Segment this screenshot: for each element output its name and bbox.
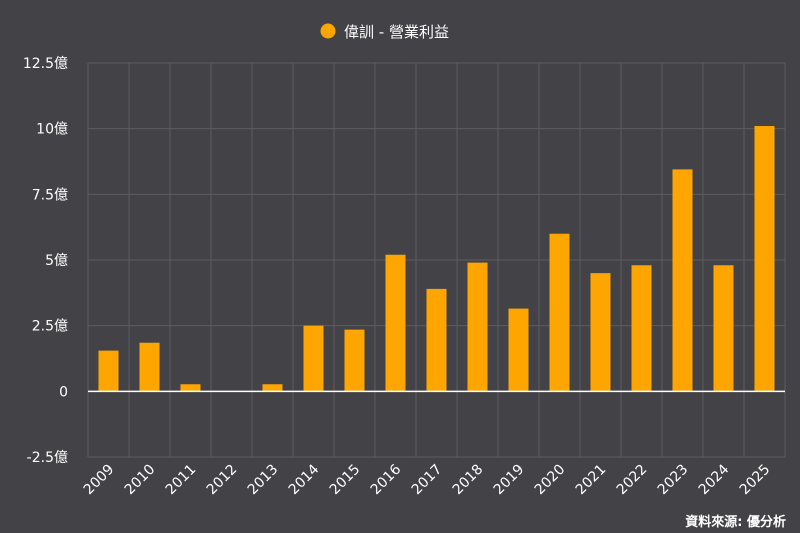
bar-2020[interactable]: [549, 233, 570, 392]
x-tick-label: 2024: [696, 461, 733, 498]
x-tick-label: 2011: [163, 462, 200, 499]
bar-2013[interactable]: [262, 384, 283, 392]
x-tick-label: 2012: [204, 462, 241, 499]
bar-2024[interactable]: [713, 265, 734, 392]
y-tick-label: -2.5億: [27, 450, 68, 466]
bar-2009[interactable]: [98, 350, 119, 392]
legend: 偉訓 - 營業利益: [320, 23, 449, 41]
bar-2023[interactable]: [672, 169, 693, 392]
y-tick-label: 10億: [36, 122, 68, 138]
x-tick-label: 2014: [286, 461, 323, 498]
bar-2021[interactable]: [590, 273, 611, 392]
y-tick-label: 12.5億: [23, 56, 68, 72]
y-tick-label: 2.5億: [32, 319, 68, 335]
bar-2025[interactable]: [754, 126, 775, 392]
x-tick-label: 2025: [737, 462, 774, 499]
source-credit: 資料來源: 優分析: [685, 515, 786, 530]
bar-2016[interactable]: [385, 254, 406, 392]
x-tick-label: 2023: [655, 462, 692, 499]
x-tick-label: 2022: [614, 462, 651, 499]
bar-2014[interactable]: [303, 325, 324, 392]
x-tick-label: 2013: [245, 462, 282, 499]
bar-2015[interactable]: [344, 329, 365, 392]
y-tick-label: 0: [59, 384, 68, 400]
bar-2010[interactable]: [139, 342, 160, 392]
x-tick-label: 2017: [409, 462, 446, 499]
bar-2017[interactable]: [426, 288, 447, 392]
x-tick-label: 2016: [368, 461, 405, 498]
x-tick-label: 2010: [122, 462, 159, 499]
x-tick-label: 2009: [81, 462, 118, 499]
x-tick-label: 2015: [327, 462, 364, 499]
y-tick-label: 5億: [45, 253, 68, 269]
bar-2018[interactable]: [467, 262, 488, 392]
legend-swatch[interactable]: [320, 23, 336, 39]
y-tick-label: 7.5億: [32, 187, 68, 203]
legend-label[interactable]: 偉訓 - 營業利益: [344, 23, 449, 41]
x-tick-label: 2021: [573, 462, 610, 499]
bar-2022[interactable]: [631, 265, 652, 392]
bar-2019[interactable]: [508, 308, 529, 392]
bars: [98, 126, 775, 392]
bar-2011[interactable]: [180, 384, 201, 392]
x-tick-label: 2019: [491, 462, 528, 499]
x-tick-label: 2018: [450, 462, 487, 499]
x-tick-label: 2020: [532, 462, 569, 499]
